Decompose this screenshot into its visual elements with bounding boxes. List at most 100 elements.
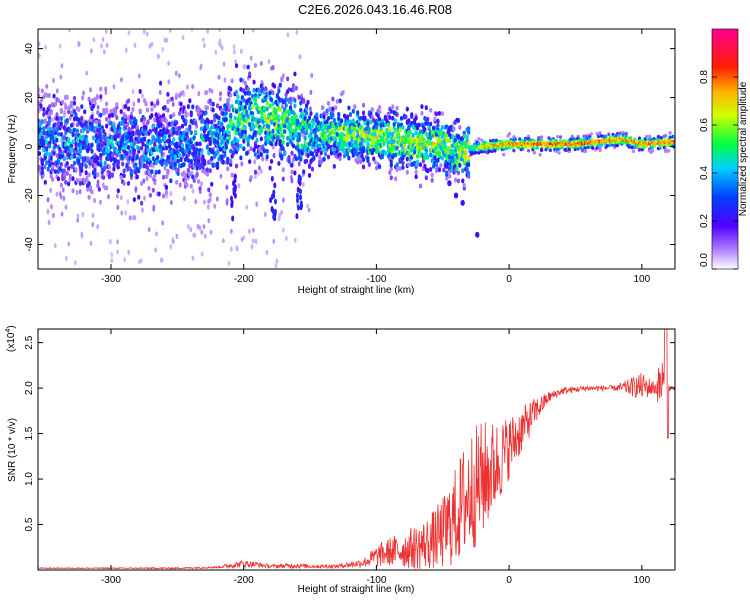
spectrogram-band-cell xyxy=(246,138,250,144)
spectrogram-band-cell xyxy=(45,160,49,165)
spectrogram-band-cell xyxy=(668,135,672,140)
spectrogram-streak-cell xyxy=(298,188,302,195)
spectrogram-band-cell xyxy=(145,107,150,113)
spectrogram-streak-cell xyxy=(295,192,299,199)
spectrogram-band-cell xyxy=(144,125,148,130)
spectrogram-band-cell xyxy=(48,118,52,124)
spectrogram-band-cell xyxy=(169,114,173,120)
spectrogram-band-cell xyxy=(253,97,258,103)
spectrogram-band-cell xyxy=(344,142,348,148)
spectrogram-band-cell xyxy=(140,181,144,186)
spectrogram-band-cell xyxy=(179,91,183,97)
spectrogram-band-cell xyxy=(191,104,195,110)
spectrogram-band-cell xyxy=(93,171,97,177)
spectrogram-band-cell xyxy=(458,125,462,130)
spectrogram-band-cell xyxy=(109,108,113,114)
spectrogram-band-cell xyxy=(361,102,366,108)
spectrogram-speckle xyxy=(102,49,106,55)
spectrogram-speckle xyxy=(50,204,53,210)
spectrogram-speckle xyxy=(240,161,244,167)
spectrogram-band-cell xyxy=(436,157,440,163)
spectrogram-band-cell xyxy=(69,122,74,128)
spectrogram-band-cell xyxy=(105,107,109,113)
spectrogram-band-cell xyxy=(134,136,138,142)
spectrogram-band-cell xyxy=(173,157,177,162)
spectrogram-band-cell xyxy=(83,126,87,131)
spectrogram-streak-cell xyxy=(296,204,300,211)
spectrogram-band-cell xyxy=(189,159,193,164)
spectrogram-band-cell xyxy=(507,131,512,136)
spectrogram-band-cell xyxy=(474,150,478,155)
spectrogram-band-cell xyxy=(453,177,458,183)
spectrogram-band-cell xyxy=(398,166,402,172)
spectrogram-band-cell xyxy=(125,151,129,156)
spectrogram-band-cell xyxy=(356,110,360,116)
spectrogram-band-cell xyxy=(306,153,310,158)
spectrogram-streak-cell xyxy=(295,213,299,220)
spectrogram-band-cell xyxy=(262,112,266,118)
spectrogram-band-cell xyxy=(90,158,94,164)
spectrogram-band-cell xyxy=(112,123,116,129)
spectrogram-band-cell xyxy=(502,152,506,157)
spectrogram-band-cell xyxy=(315,134,319,140)
spectrogram-speckle xyxy=(105,42,109,48)
spectrogram-speckle xyxy=(186,84,189,90)
spectrogram-band-cell xyxy=(286,76,290,82)
spectrogram-band-cell xyxy=(315,152,319,157)
spectrogram-speckle xyxy=(127,22,130,27)
spectrogram-band-cell xyxy=(305,158,309,164)
spectrogram-band-cell xyxy=(267,124,271,129)
spectrogram-speckle xyxy=(55,153,59,159)
figure-title: C2E6.2026.043.16.46.R08 xyxy=(298,2,452,17)
spectrogram-band-cell xyxy=(532,150,536,155)
snr-y-axis-title: SNR (10 * v/v) xyxy=(7,418,18,482)
spectrogram-band-cell xyxy=(189,183,193,189)
spectrogram-ridge-cell xyxy=(608,138,611,143)
spectrogram-speckle xyxy=(169,199,173,206)
snr-y-tick-label: 1.5 xyxy=(24,426,35,440)
spectrogram-band-cell xyxy=(129,172,134,178)
spectrogram-band-cell xyxy=(382,131,386,137)
spectrogram-band-cell xyxy=(239,155,243,161)
spectrogram-speckle xyxy=(206,29,210,34)
spectrogram-band-cell xyxy=(637,148,642,152)
spectrogram-band-cell xyxy=(548,148,552,153)
spectrogram-band-cell xyxy=(150,169,154,175)
snr-x-tick-label: -200 xyxy=(234,575,254,586)
spectrogram-streak-cell xyxy=(233,186,237,193)
spectrogram-band-cell xyxy=(179,101,183,107)
spectrogram-band-cell xyxy=(366,136,370,142)
spectrogram-band-cell xyxy=(198,162,202,168)
spectrogram-band-cell xyxy=(69,100,74,106)
spectrogram-band-cell xyxy=(294,126,298,132)
spectrogram-speckle xyxy=(244,64,248,70)
spectrogram-band-cell xyxy=(137,194,141,200)
spectrogram-band-cell xyxy=(125,140,129,145)
spectrogram-band-cell xyxy=(366,141,370,147)
spectrogram-band-cell xyxy=(650,148,655,153)
spectrogram-band-cell xyxy=(220,122,224,128)
spectrogram-band-cell xyxy=(334,105,338,111)
spectrogram-band-cell xyxy=(72,100,77,106)
spectrogram-band-cell xyxy=(388,115,392,120)
spectrogram-speckle xyxy=(152,206,156,212)
spectrogram-speckle xyxy=(92,37,96,43)
spectrogram-band-cell xyxy=(97,143,101,148)
spectrogram-band-cell xyxy=(472,148,477,152)
spectrogram-band-cell xyxy=(62,175,66,181)
spectrogram-speckle xyxy=(76,217,80,223)
spectrogram-band-cell xyxy=(90,148,94,154)
spectrogram-band-cell xyxy=(110,173,115,179)
spectrogram-band-cell xyxy=(230,103,234,109)
spectrogram-band-cell xyxy=(122,168,126,174)
spectrogram-band-cell xyxy=(119,109,123,114)
spectrogram-ridge-cell xyxy=(550,142,552,146)
spectrogram-band-cell xyxy=(291,157,296,163)
spectrogram-band-cell xyxy=(518,137,522,141)
spectrogram-band-cell xyxy=(59,107,63,113)
spectrogram-speckle xyxy=(110,258,114,264)
spectrogram-band-cell xyxy=(55,127,59,133)
spectrogram-band-cell xyxy=(305,130,309,136)
spectrogram-band-cell xyxy=(283,123,287,129)
